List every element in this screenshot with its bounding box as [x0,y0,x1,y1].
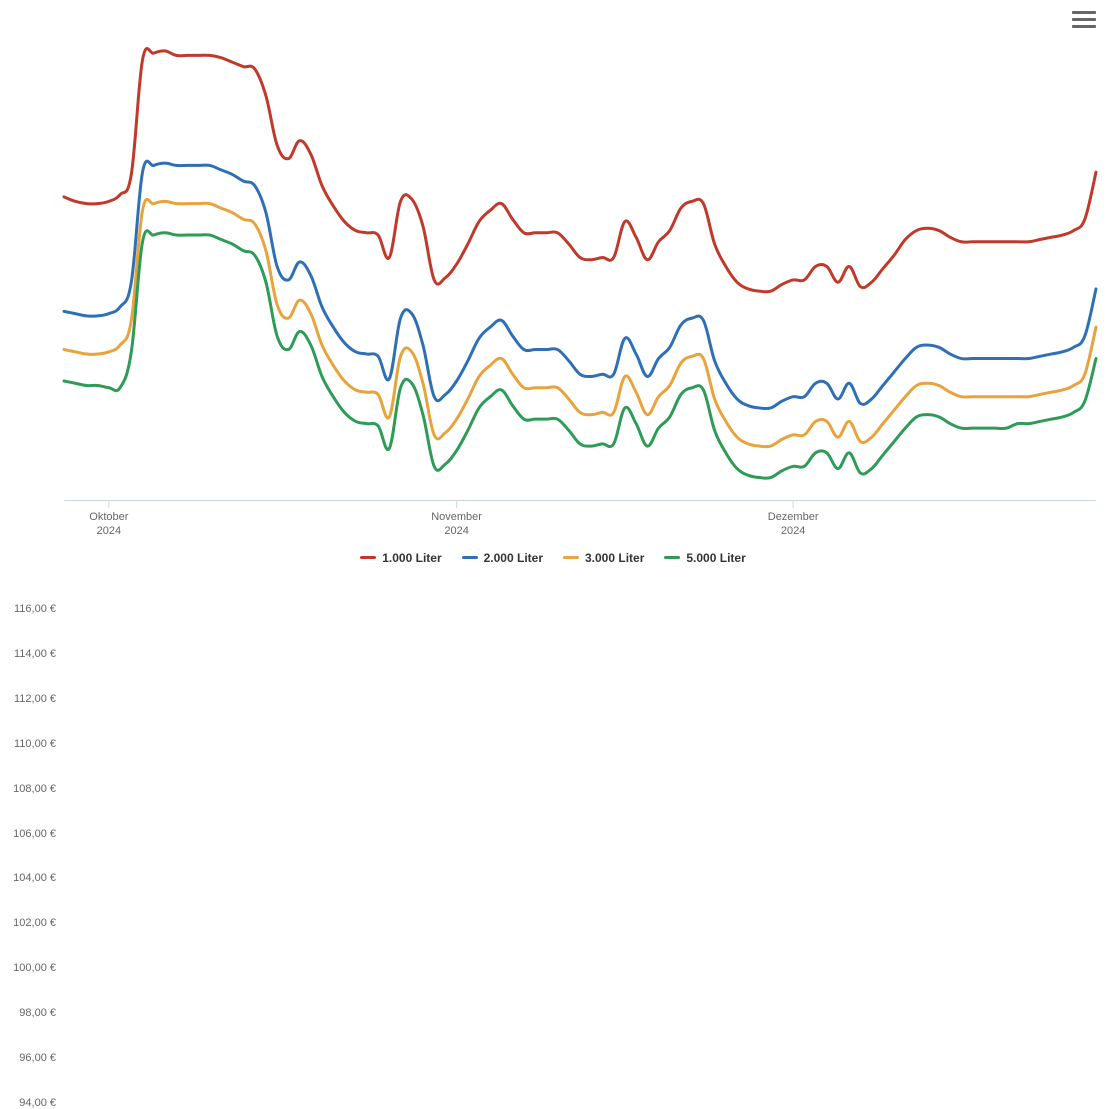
y-tick-label: 116,00 € [14,603,56,615]
y-tick-label: 110,00 € [14,738,56,750]
y-tick-label: 94,00 € [19,1097,56,1109]
legend-label: 3.000 Liter [585,551,644,565]
legend-label: 5.000 Liter [686,551,745,565]
legend-label: 2.000 Liter [484,551,543,565]
y-tick-label: 98,00 € [19,1007,56,1019]
y-tick-label: 108,00 € [13,783,56,795]
y-tick-label: 104,00 € [13,872,56,884]
x-tick-label: November2024 [431,510,482,539]
legend-label: 1.000 Liter [382,551,441,565]
legend-item[interactable]: 3.000 Liter [563,551,644,565]
series-line[interactable] [64,231,1096,478]
y-tick-label: 112,00 € [14,693,56,705]
y-tick-label: 102,00 € [13,917,56,929]
legend-swatch [563,556,579,559]
legend-swatch [462,556,478,559]
y-tick-label: 96,00 € [19,1052,56,1064]
series-line[interactable] [64,161,1096,408]
legend-item[interactable]: 5.000 Liter [664,551,745,565]
legend-swatch [664,556,680,559]
hamburger-menu-icon[interactable] [1072,8,1096,30]
legend-item[interactable]: 1.000 Liter [360,551,441,565]
legend-swatch [360,556,376,559]
y-tick-label: 100,00 € [13,962,56,974]
chart-legend: 1.000 Liter 2.000 Liter 3.000 Liter 5.000 L… [0,548,1106,565]
y-tick-label: 106,00 € [13,828,56,840]
legend-item[interactable]: 2.000 Liter [462,551,543,565]
x-tick-label: Dezember2024 [768,510,819,539]
price-chart: 94,00 €96,00 €98,00 €100,00 €102,00 €104… [0,0,1106,603]
y-tick-label: 114,00 € [14,648,56,660]
series-line[interactable] [64,199,1096,446]
x-tick-label: Oktober2024 [89,510,128,539]
chart-plot-area [0,0,1106,603]
